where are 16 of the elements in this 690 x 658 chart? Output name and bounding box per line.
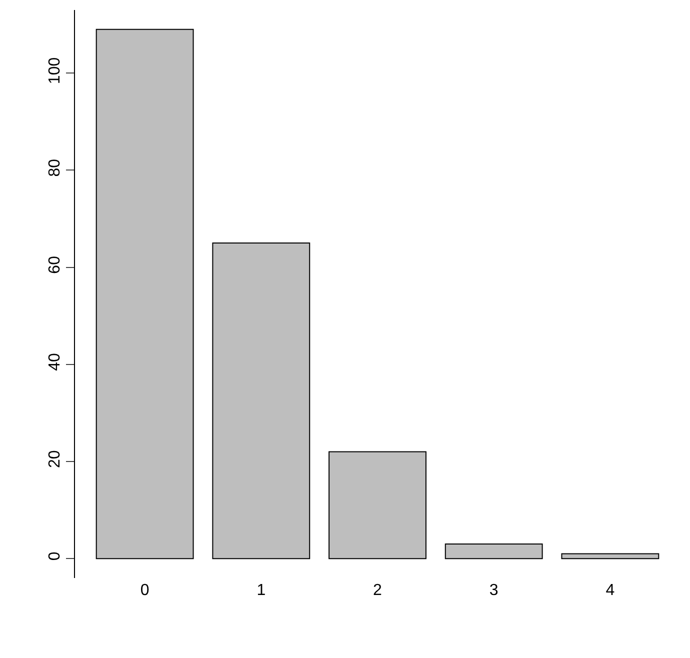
bar xyxy=(328,451,426,560)
y-tick-label: 100 xyxy=(46,57,64,84)
y-tick-label: 0 xyxy=(46,552,64,561)
bar xyxy=(561,553,660,560)
x-tick-label: 3 xyxy=(489,582,498,599)
bar xyxy=(212,242,310,560)
y-tick-label: 60 xyxy=(46,256,64,274)
bar xyxy=(444,544,543,560)
bar xyxy=(96,28,194,560)
x-tick-label: 2 xyxy=(373,582,382,599)
y-tick-label: 80 xyxy=(46,158,64,177)
x-tick-label: 1 xyxy=(256,582,266,599)
x-tick-label: 4 xyxy=(606,582,615,599)
x-tick-label: 0 xyxy=(140,582,150,599)
y-tick-label: 20 xyxy=(46,450,64,468)
y-tick-label: 40 xyxy=(46,352,64,371)
